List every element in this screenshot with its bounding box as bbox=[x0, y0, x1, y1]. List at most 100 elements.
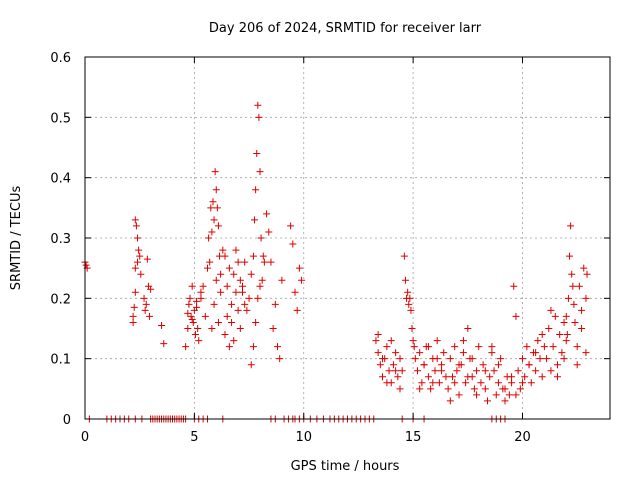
data-point bbox=[449, 373, 456, 381]
data-point bbox=[512, 391, 520, 399]
data-point bbox=[488, 343, 496, 351]
data-point bbox=[406, 294, 414, 302]
data-point bbox=[247, 361, 255, 369]
data-point bbox=[256, 168, 264, 176]
data-point bbox=[291, 288, 299, 296]
data-point bbox=[405, 300, 413, 308]
data-point bbox=[193, 303, 201, 311]
data-point bbox=[243, 306, 251, 314]
data-point bbox=[442, 373, 450, 381]
data-point bbox=[519, 355, 526, 363]
data-point bbox=[453, 367, 461, 375]
x-tick-label: 20 bbox=[514, 430, 531, 445]
data-point bbox=[211, 168, 219, 176]
data-point bbox=[247, 270, 255, 278]
y-tick-label: 0.4 bbox=[50, 172, 71, 187]
data-point bbox=[287, 222, 295, 230]
data-point bbox=[408, 325, 416, 332]
data-point bbox=[136, 252, 144, 260]
data-point bbox=[214, 318, 222, 326]
data-point bbox=[260, 258, 268, 266]
data-point bbox=[564, 294, 572, 302]
data-point bbox=[241, 300, 249, 308]
data-points bbox=[81, 101, 591, 423]
data-point bbox=[383, 343, 391, 351]
data-point bbox=[501, 385, 509, 393]
data-point bbox=[573, 343, 581, 351]
data-point bbox=[160, 340, 168, 348]
data-point bbox=[187, 312, 195, 320]
data-point bbox=[566, 252, 574, 260]
data-point bbox=[516, 385, 524, 393]
data-point bbox=[298, 276, 306, 284]
data-point bbox=[549, 343, 557, 351]
x-tick-label: 5 bbox=[190, 430, 198, 445]
data-point bbox=[435, 379, 443, 387]
data-point bbox=[477, 379, 485, 387]
data-point bbox=[141, 306, 149, 314]
data-point bbox=[221, 331, 229, 339]
data-point bbox=[416, 349, 424, 357]
data-point bbox=[137, 270, 145, 278]
data-point bbox=[473, 391, 481, 399]
data-point bbox=[455, 361, 463, 369]
data-point bbox=[484, 397, 491, 405]
data-point bbox=[570, 300, 578, 308]
data-point bbox=[508, 379, 516, 387]
data-point bbox=[510, 282, 518, 290]
data-point bbox=[575, 282, 583, 290]
data-point bbox=[223, 312, 231, 320]
data-point bbox=[433, 337, 441, 345]
data-point bbox=[394, 373, 402, 381]
y-tick-label: 0.6 bbox=[50, 51, 71, 66]
data-point bbox=[258, 276, 266, 284]
data-point bbox=[232, 246, 240, 254]
data-point bbox=[563, 331, 571, 339]
data-point bbox=[214, 222, 222, 230]
data-point bbox=[278, 276, 286, 284]
data-point bbox=[534, 337, 542, 345]
data-point bbox=[389, 361, 397, 369]
data-point bbox=[459, 349, 467, 357]
data-point bbox=[514, 367, 522, 375]
data-point bbox=[468, 355, 476, 363]
data-point bbox=[251, 216, 259, 224]
data-point bbox=[186, 294, 194, 302]
data-point bbox=[521, 373, 529, 381]
data-point bbox=[82, 261, 90, 269]
data-point bbox=[440, 349, 448, 357]
data-point bbox=[185, 300, 193, 308]
data-point bbox=[188, 282, 196, 290]
data-point bbox=[538, 373, 546, 381]
data-point bbox=[223, 282, 231, 290]
data-point bbox=[568, 270, 576, 278]
data-point bbox=[204, 264, 211, 272]
data-point bbox=[424, 343, 432, 351]
data-point bbox=[400, 252, 408, 260]
data-point bbox=[252, 186, 260, 194]
data-point bbox=[228, 318, 236, 326]
data-point bbox=[249, 252, 257, 260]
data-point bbox=[519, 379, 526, 387]
data-point bbox=[508, 373, 516, 381]
data-point bbox=[536, 355, 544, 363]
data-point bbox=[444, 385, 452, 393]
data-point bbox=[560, 318, 568, 326]
data-point bbox=[189, 318, 197, 326]
x-tick-label: 15 bbox=[405, 430, 422, 445]
data-point bbox=[210, 300, 218, 308]
data-point bbox=[265, 228, 273, 236]
data-point bbox=[558, 349, 566, 357]
data-point bbox=[492, 391, 500, 399]
data-point bbox=[392, 367, 400, 375]
data-point bbox=[411, 355, 419, 363]
data-point bbox=[578, 306, 586, 314]
data-point bbox=[199, 282, 207, 290]
y-tick-label: 0.2 bbox=[50, 292, 71, 307]
data-point bbox=[254, 294, 262, 302]
data-point bbox=[512, 312, 520, 320]
data-point bbox=[379, 373, 386, 381]
data-point bbox=[396, 385, 404, 393]
data-point bbox=[230, 270, 238, 278]
